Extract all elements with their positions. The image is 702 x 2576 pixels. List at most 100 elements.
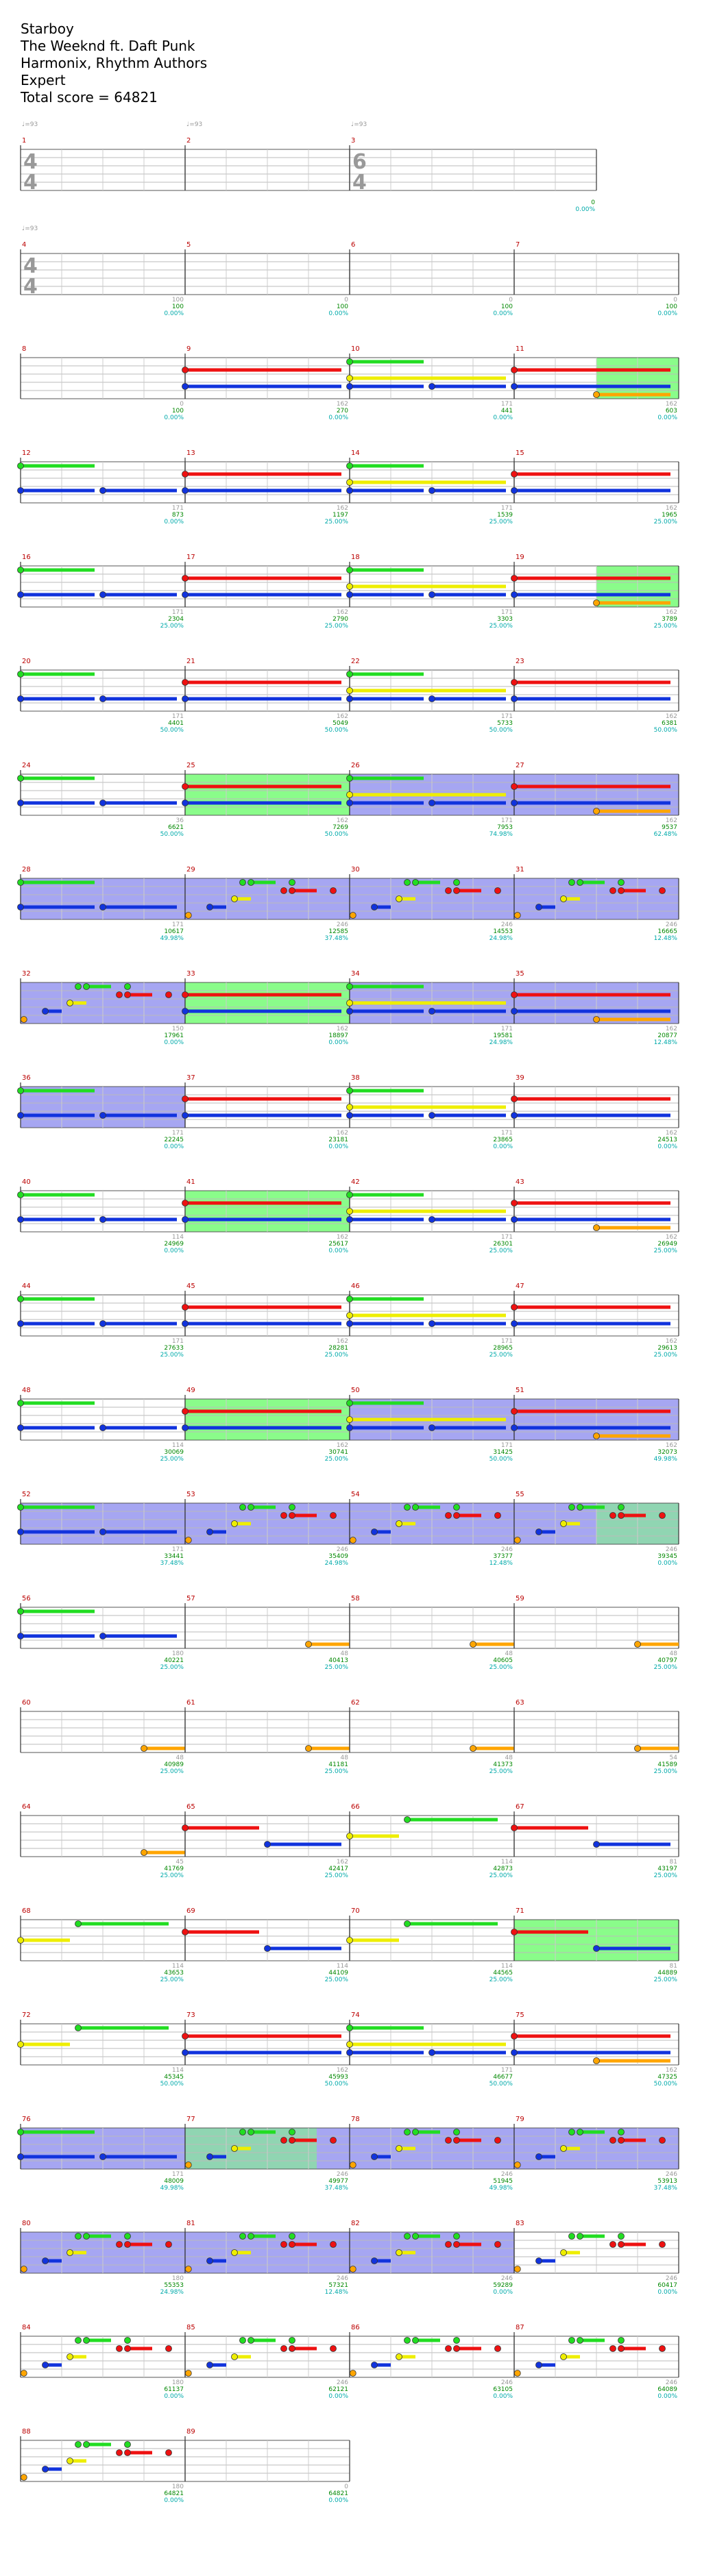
- note-r: [182, 1408, 189, 1415]
- measure-percent: 0.00%: [164, 1039, 184, 1046]
- note-g: [346, 567, 353, 573]
- measure-score: 26301: [493, 1241, 513, 1248]
- measure-number: 60: [22, 1699, 31, 1707]
- note-b: [535, 904, 542, 911]
- note-count: 81: [670, 1963, 677, 1970]
- note-y: [346, 1833, 353, 1840]
- time-signature-top: 4: [23, 254, 38, 278]
- measure-score: 33441: [164, 1553, 184, 1560]
- note-count: 162: [666, 1442, 677, 1449]
- note-count: 162: [337, 609, 348, 616]
- tempo-marking: ♩=93: [22, 121, 38, 128]
- note-count: 171: [501, 505, 513, 512]
- note-count: 0: [180, 401, 184, 408]
- note-b: [99, 487, 106, 494]
- note-count: 45: [176, 1859, 184, 1866]
- measure: 1 ♩=93 44: [20, 121, 186, 195]
- measure-number: 72: [22, 2011, 31, 2019]
- measure-percent: 25.00%: [325, 1456, 349, 1463]
- note-g: [346, 462, 353, 469]
- measure-score: 40221: [164, 1657, 184, 1664]
- measure-score: 3303: [497, 616, 513, 623]
- measure-number: 59: [516, 1595, 524, 1602]
- note-count: 162: [337, 1859, 348, 1866]
- note-b: [17, 695, 24, 702]
- measure-number: 74: [351, 2011, 360, 2019]
- note-g: [568, 2233, 575, 2240]
- note-g: [412, 2129, 419, 2135]
- note-b: [428, 487, 435, 494]
- note-b: [371, 904, 378, 911]
- note-b: [511, 487, 518, 494]
- note-o: [593, 599, 600, 606]
- note-r: [165, 2241, 172, 2248]
- note-count: 162: [666, 713, 677, 720]
- note-y: [346, 1937, 353, 1944]
- measure-number: 1: [22, 137, 26, 145]
- measure-score: 37377: [493, 1553, 513, 1560]
- note-r: [330, 887, 337, 894]
- note-b: [428, 2049, 435, 2056]
- note-g: [568, 1504, 575, 1511]
- note-b: [206, 1528, 213, 1535]
- measure-percent: 25.00%: [489, 1352, 513, 1359]
- chart-row: 481143006925.00%491623074125.00%50171314…: [17, 1387, 679, 1463]
- note-o: [593, 1016, 600, 1023]
- note-b: [346, 591, 353, 598]
- note-count: 246: [337, 2171, 348, 2178]
- note-o: [513, 2370, 521, 2377]
- measure-number: 14: [351, 449, 360, 457]
- measure-percent: 50.00%: [489, 1456, 513, 1463]
- note-r: [453, 2137, 460, 2144]
- measure-percent: 25.00%: [489, 1872, 513, 1879]
- measure-percent: 0.00%: [164, 519, 184, 525]
- measure-number: 55: [516, 1491, 524, 1498]
- note-r: [280, 887, 287, 894]
- note-o: [20, 2474, 27, 2481]
- note-count: 0: [344, 297, 348, 304]
- note-o: [513, 2266, 521, 2272]
- measure-number: 4: [22, 241, 26, 249]
- measure-score: 873: [172, 512, 184, 519]
- measure-number: 61: [186, 1699, 195, 1707]
- note-b: [99, 591, 106, 598]
- note-count: 246: [666, 2171, 677, 2178]
- note-count: 246: [666, 2275, 677, 2282]
- note-r: [182, 2033, 189, 2040]
- note-r: [609, 887, 616, 894]
- measure-percent: 0.00%: [328, 2497, 348, 2504]
- measure-score: 100: [172, 408, 184, 414]
- measure-number: 41: [186, 1178, 195, 1186]
- measure-percent: 25.00%: [325, 1977, 349, 1983]
- measure-score: 3789: [662, 616, 677, 623]
- note-b: [511, 1112, 518, 1119]
- note-r: [289, 2345, 295, 2352]
- note-g: [577, 2337, 583, 2344]
- measure-number: 54: [351, 1491, 360, 1498]
- measure-score: 41589: [657, 1761, 677, 1768]
- measure-number: 79: [516, 2116, 524, 2123]
- note-b: [346, 695, 353, 702]
- measure-score: 5733: [497, 720, 513, 727]
- measure-number: 67: [516, 1803, 524, 1811]
- measure-number: 27: [516, 762, 524, 769]
- note-o: [349, 2266, 356, 2272]
- note-g: [75, 2233, 82, 2240]
- note-g: [247, 2337, 254, 2344]
- note-o: [349, 1537, 356, 1544]
- note-g: [289, 2337, 295, 2344]
- measure-score: 40989: [164, 1761, 184, 1768]
- song-header: Starboy The Weeknd ft. Daft Punk Harmoni…: [21, 21, 207, 106]
- note-b: [182, 1424, 189, 1431]
- measure-number: 18: [351, 554, 360, 561]
- measure-percent: 50.00%: [654, 727, 678, 734]
